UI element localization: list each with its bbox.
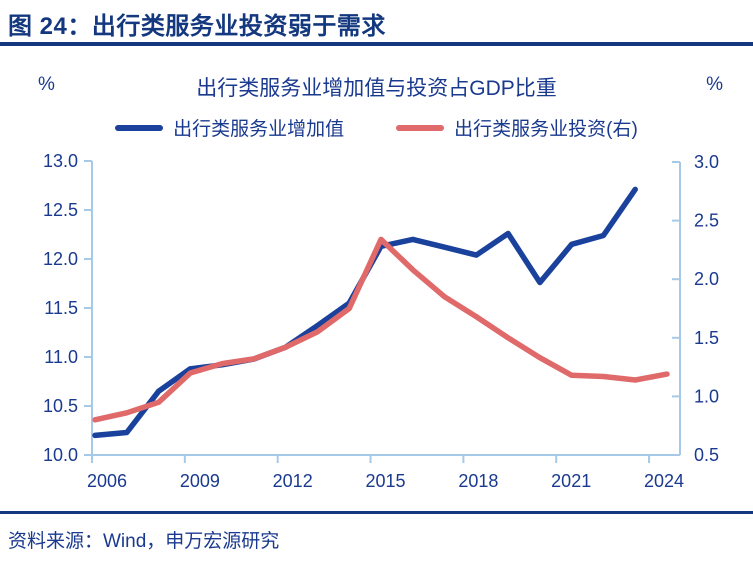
x-axis-tick-label: 2024 — [644, 471, 684, 491]
right-axis-tick-label: 2.5 — [694, 211, 719, 231]
legend-item-investment: 出行类服务业投资(右) — [396, 114, 638, 141]
x-axis-tick-label: 2021 — [551, 471, 591, 491]
left-axis-unit: % — [38, 74, 55, 95]
figure-title: 图 24：出行类服务业投资弱于需求 — [8, 13, 386, 40]
left-axis-tick-label: 10.5 — [43, 396, 78, 416]
left-axis-tick-label: 12.5 — [43, 200, 78, 220]
right-axis-tick-label: 1.5 — [694, 328, 719, 348]
left-axis-tick-label: 10.0 — [43, 445, 78, 465]
series-line-investment — [92, 236, 670, 423]
chart-title: 出行类服务业增加值与投资占GDP比重 — [196, 77, 557, 100]
header-divider — [0, 42, 753, 46]
left-axis-tick-label: 12.0 — [43, 249, 78, 269]
chart-legend: 出行类服务业增加值 出行类服务业投资(右) — [0, 114, 753, 141]
right-axis-tick-label: 2.0 — [694, 269, 719, 289]
legend-label-investment: 出行类服务业投资(右) — [454, 119, 638, 140]
right-axis-tick-label: 1.0 — [694, 386, 719, 406]
x-axis-tick-label: 2009 — [180, 471, 220, 491]
left-axis-tick-label: 11.0 — [44, 347, 78, 367]
x-axis-tick-label: 2018 — [458, 471, 498, 491]
chart-title-row: % 出行类服务业增加值与投资占GDP比重 % — [0, 72, 753, 102]
x-axis-tick-label: 2015 — [366, 471, 406, 491]
right-axis-unit: % — [706, 74, 723, 95]
legend-swatch-added-value — [115, 124, 164, 131]
left-axis-tick-label: 11.5 — [44, 298, 78, 318]
x-axis-tick-label: 2006 — [87, 471, 127, 491]
legend-item-added-value: 出行类服务业增加值 — [115, 114, 344, 141]
legend-swatch-investment — [396, 124, 445, 131]
footer-divider — [0, 511, 753, 514]
x-axis-tick-label: 2012 — [273, 471, 313, 491]
source-note: 资料来源：Wind，申万宏源研究 — [8, 531, 280, 552]
series-line-added-value — [92, 186, 638, 439]
left-axis-tick-label: 13.0 — [43, 151, 78, 171]
right-axis-tick-label: 3.0 — [694, 152, 719, 172]
legend-label-added-value: 出行类服务业增加值 — [173, 119, 345, 140]
right-axis-tick-label: 0.5 — [694, 445, 719, 465]
